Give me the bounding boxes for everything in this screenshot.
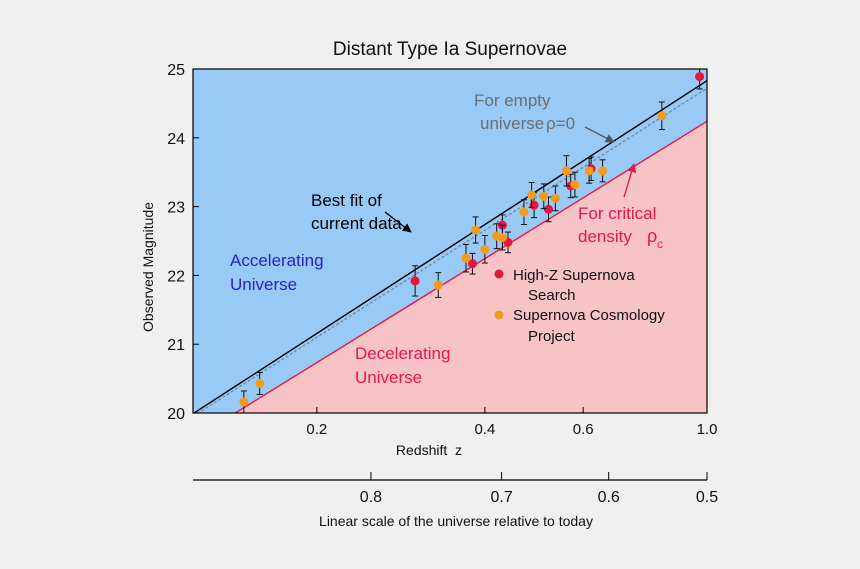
- scp-point: [561, 155, 571, 187]
- scp-marker: [497, 233, 507, 243]
- scp-marker: [461, 253, 471, 263]
- y-axis: 20 21 22 23 24 25: [167, 62, 199, 423]
- legend-label-high-z-line1: High-Z Supernova: [513, 267, 635, 284]
- legend: High-Z Supernova Search Supernova Cosmol…: [494, 267, 665, 345]
- secondary-tick-label: 0.8: [360, 489, 382, 506]
- scp-point: [657, 101, 667, 131]
- scp-point: [497, 224, 507, 251]
- critical-annotation-sub: c: [657, 237, 663, 251]
- y-tick-label: 23: [167, 200, 185, 217]
- legend-label-scp-line2: Project: [528, 328, 576, 345]
- plot-frame: [192, 68, 708, 414]
- y-tick-label: 22: [167, 268, 185, 285]
- best-fit-annotation-line2: current data: [311, 214, 402, 233]
- x-tick-label: 0.2: [306, 421, 327, 438]
- scp-point: [519, 199, 529, 225]
- scp-marker: [570, 180, 580, 190]
- empty-annotation-line1: For empty: [474, 91, 551, 110]
- high_z-point: [695, 69, 705, 90]
- secondary-tick-label: 0.5: [696, 489, 718, 506]
- secondary-tick-label: 0.6: [598, 489, 620, 506]
- decelerating-label-line1: Decelerating: [355, 344, 450, 363]
- scp-marker: [239, 397, 249, 407]
- best-fit-annotation: Best fit of current data: [311, 191, 412, 233]
- x-axis: 0.2 0.4 0.6 1.0: [306, 407, 717, 438]
- scp-point: [584, 157, 594, 184]
- legend-label-high-z-line2: Search: [528, 287, 576, 304]
- y-tick-label: 25: [167, 62, 185, 79]
- scp-marker: [550, 193, 560, 203]
- high_z-marker: [543, 204, 553, 214]
- secondary-tick-label: 0.7: [490, 489, 512, 506]
- secondary-axis-label: Linear scale of the universe relative to…: [319, 513, 593, 529]
- empty-annotation-arrow: [584, 126, 615, 143]
- critical-annotation-rho: ρ: [647, 226, 657, 246]
- scp-marker: [519, 207, 529, 217]
- empty-universe-line: [197, 87, 707, 413]
- high_z-point: [410, 265, 420, 297]
- scp-marker: [539, 191, 549, 201]
- y-tick-label: 21: [167, 337, 185, 354]
- critical-annotation-line2: density: [578, 227, 632, 246]
- scp-marker: [433, 280, 443, 290]
- scp-marker: [255, 378, 265, 388]
- scp-marker: [471, 225, 481, 235]
- scp-marker: [584, 166, 594, 176]
- legend-marker-high-z: [494, 269, 504, 279]
- y-tick-label: 20: [167, 406, 185, 423]
- accelerating-label: Accelerating Universe: [230, 251, 324, 294]
- high_z-marker: [467, 259, 477, 269]
- critical-density-line: [233, 120, 707, 413]
- x-tick-label: 0.6: [573, 421, 594, 438]
- scp-point: [433, 272, 443, 298]
- accelerating-label-line2: Universe: [230, 275, 297, 294]
- critical-annotation-arrow: [623, 163, 636, 198]
- scp-point: [527, 182, 537, 208]
- legend-marker-scp: [494, 310, 504, 320]
- high_z-marker: [695, 72, 705, 82]
- x-tick-label: 1.0: [697, 421, 718, 438]
- chart-title: Distant Type Ia Supernovae: [333, 39, 567, 60]
- plot-area: [193, 69, 707, 413]
- scp-point: [570, 171, 580, 198]
- empty-annotation-rho: ρ=0: [546, 114, 575, 133]
- critical-density-annotation: For critical density ρ c: [578, 163, 663, 251]
- empty-annotation-line2: universe: [480, 114, 544, 133]
- legend-label-scp-line1: Supernova Cosmology: [513, 307, 665, 324]
- scp-point: [539, 183, 549, 210]
- best-fit-annotation-arrow: [384, 211, 412, 233]
- scp-marker: [598, 166, 608, 176]
- high_z-point: [467, 252, 477, 275]
- scp-point: [255, 371, 265, 395]
- scp-point: [471, 216, 481, 244]
- x-tick-label: 0.4: [474, 421, 495, 438]
- scp-point: [239, 390, 249, 413]
- secondary-axis: 0.8 0.7 0.6 0.5 Linear scale of the univers…: [193, 472, 718, 529]
- scp-point: [550, 185, 560, 212]
- scp-point: [461, 243, 471, 273]
- scp-marker: [561, 166, 571, 176]
- accelerating-label-line1: Accelerating: [230, 251, 324, 270]
- scp-point: [598, 159, 608, 183]
- y-axis-label: Observed Magnitude: [140, 202, 156, 332]
- high_z-point: [543, 196, 553, 223]
- best-fit-annotation-line1: Best fit of: [311, 191, 382, 210]
- x-axis-label: Redshift z: [396, 442, 462, 458]
- critical-annotation-line1: For critical: [578, 204, 656, 223]
- y-tick-label: 24: [167, 131, 185, 148]
- high_z-marker: [529, 200, 539, 210]
- scp-point: [480, 234, 490, 264]
- scp-marker: [527, 190, 537, 200]
- decelerating-label: Decelerating Universe: [355, 344, 450, 387]
- scp-marker: [480, 244, 490, 254]
- scp-marker: [657, 111, 667, 121]
- high_z-marker: [410, 276, 420, 286]
- empty-universe-annotation: For empty universe ρ=0: [474, 91, 615, 143]
- decelerating-label-line2: Universe: [355, 368, 422, 387]
- best-fit-line: [193, 80, 707, 413]
